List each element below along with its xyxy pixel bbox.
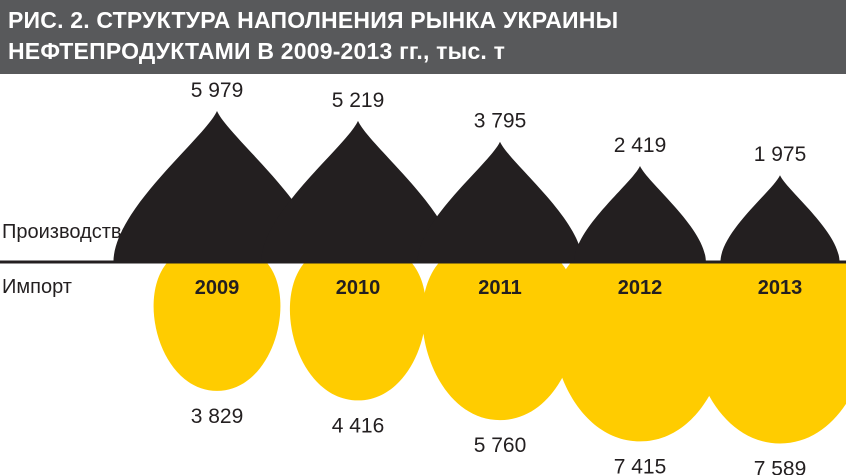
production-drop	[417, 141, 583, 262]
title-bar: РИС. 2. СТРУКТУРА НАПОЛНЕНИЯ РЫНКА УКРАИ…	[0, 0, 846, 74]
import-row-label: Импорт	[2, 276, 72, 298]
import-drop	[690, 262, 846, 444]
year-label: 2010	[336, 277, 381, 299]
chart-title-line1: РИС. 2. СТРУКТУРА НАПОЛНЕНИЯ РЫНКА УКРАИ…	[8, 7, 619, 33]
chart-title-line2: НЕФТЕПРОДУКТАМИ В 2009-2013 гг., тыс. т	[8, 38, 506, 64]
import-value-label: 7 415	[614, 455, 667, 475]
import-drop	[422, 262, 578, 421]
import-value-label: 3 829	[191, 405, 244, 428]
import-value-label: 7 589	[754, 457, 807, 475]
production-value-label: 1 975	[754, 143, 807, 166]
production-row-label: Производство	[2, 221, 133, 243]
production-value-label: 2 419	[614, 134, 667, 157]
import-value-label: 5 760	[474, 434, 527, 457]
import-drop	[153, 262, 281, 391]
production-drop	[720, 175, 840, 262]
production-value-label: 5 219	[332, 89, 385, 112]
production-drop	[574, 165, 706, 262]
production-value-label: 5 979	[191, 79, 244, 102]
production-drop	[261, 120, 455, 262]
production-value-label: 3 795	[474, 110, 527, 133]
production-drop	[113, 110, 321, 262]
year-label: 2013	[758, 277, 803, 299]
import-drop	[551, 262, 729, 442]
year-label: 2012	[618, 277, 663, 299]
import-drop	[289, 262, 427, 401]
year-label: 2011	[478, 277, 521, 299]
year-label: 2009	[195, 277, 240, 299]
import-value-label: 4 416	[332, 414, 385, 437]
